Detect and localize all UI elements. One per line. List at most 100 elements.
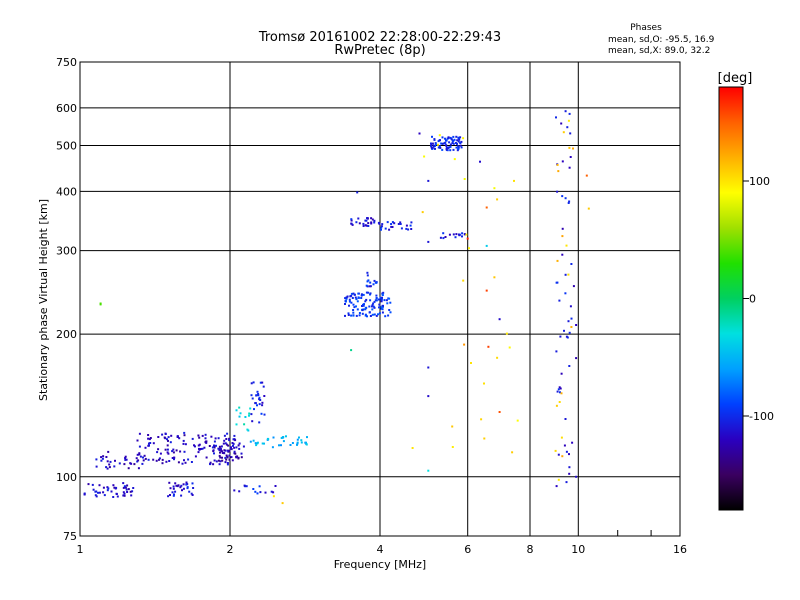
data-point [378, 306, 380, 309]
data-point [221, 452, 224, 454]
data-point [427, 240, 430, 243]
data-point [441, 148, 444, 151]
data-point [368, 305, 371, 308]
data-point [410, 221, 413, 224]
data-point [95, 495, 98, 498]
data-point [296, 442, 299, 445]
data-point [427, 179, 430, 182]
data-point [427, 366, 430, 369]
data-point [567, 273, 570, 276]
data-point [161, 462, 164, 465]
data-point [452, 233, 455, 236]
data-point [142, 459, 145, 462]
data-point [100, 456, 103, 459]
data-point [172, 448, 175, 451]
data-point [199, 448, 202, 450]
data-point [255, 394, 258, 397]
plot-grid [79, 61, 681, 537]
data-point [587, 207, 590, 210]
y-tick-label: 100 [56, 471, 77, 484]
data-point [496, 198, 499, 201]
data-point [250, 413, 253, 416]
data-point [252, 381, 255, 384]
data-point [181, 462, 184, 465]
data-point [238, 447, 241, 450]
data-point [256, 404, 258, 407]
data-point [144, 446, 147, 449]
data-point [369, 285, 372, 288]
data-point [350, 349, 353, 352]
colorbar-ticks: 100 0 -100 [743, 175, 774, 423]
data-point [272, 436, 275, 439]
data-point [388, 297, 391, 300]
data-point [188, 490, 191, 493]
data-point [444, 236, 447, 238]
data-point [350, 219, 353, 222]
data-point [106, 467, 109, 470]
data-point [355, 298, 358, 301]
x-tick-label: 16 [673, 543, 687, 556]
data-point [130, 494, 133, 497]
data-point [456, 139, 459, 142]
data-point [171, 457, 174, 459]
data-point [147, 437, 150, 440]
data-point [110, 490, 113, 493]
data-point [358, 314, 361, 317]
data-point [164, 432, 167, 435]
data-point [431, 142, 434, 145]
data-point [306, 436, 308, 439]
data-point [123, 492, 126, 495]
data-point [244, 416, 247, 418]
x-tick-label: 4 [377, 543, 384, 556]
data-point [122, 486, 125, 489]
data-point [124, 486, 127, 489]
data-point [381, 311, 384, 314]
data-point [388, 228, 391, 231]
data-point [124, 457, 127, 459]
data-point [561, 455, 564, 458]
data-point [560, 122, 563, 125]
data-point [231, 442, 234, 444]
data-point [556, 163, 559, 166]
data-point [144, 457, 147, 460]
data-point [463, 178, 466, 180]
data-point [344, 303, 346, 305]
colorbar-tick-label: 0 [749, 293, 756, 306]
data-point [371, 308, 374, 311]
data-point [217, 459, 220, 462]
data-point [345, 297, 348, 300]
data-point [430, 142, 432, 145]
data-point [99, 303, 102, 306]
data-point [123, 494, 126, 497]
data-point [369, 292, 372, 295]
data-point [254, 490, 257, 493]
data-point [169, 441, 172, 444]
data-point [463, 233, 466, 236]
data-point [118, 462, 121, 465]
data-point [125, 458, 128, 461]
data-point [213, 446, 216, 449]
data-point [285, 435, 287, 438]
data-point [126, 484, 129, 487]
data-point [382, 291, 385, 294]
data-point [386, 221, 389, 224]
data-point [565, 244, 568, 247]
data-point [353, 306, 356, 309]
data-point [233, 434, 236, 437]
data-point [138, 452, 141, 455]
data-point [559, 391, 561, 394]
data-point [114, 459, 116, 462]
data-point [571, 441, 574, 444]
data-point [347, 314, 350, 316]
data-point [562, 131, 565, 134]
data-point [372, 283, 375, 286]
data-point [348, 300, 351, 303]
data-point [411, 447, 414, 449]
data-point [399, 223, 402, 225]
data-point [366, 274, 369, 277]
data-point [228, 454, 231, 457]
data-point [167, 452, 170, 455]
data-point [357, 296, 360, 299]
data-point [349, 295, 352, 298]
